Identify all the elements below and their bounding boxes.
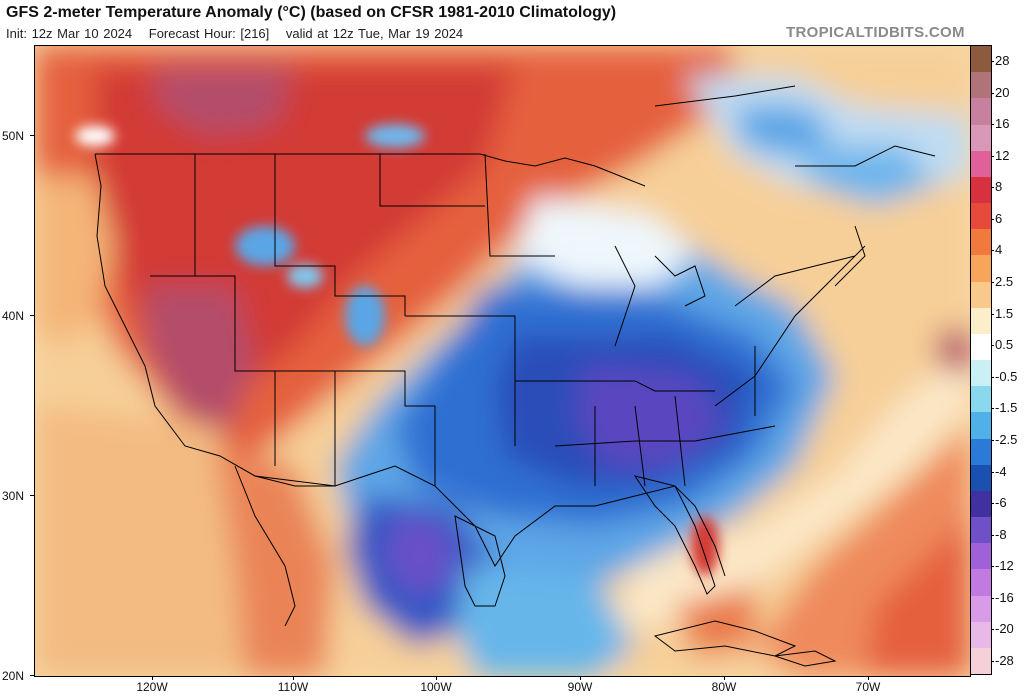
colorbar-tick	[991, 250, 994, 252]
colorbar-label: 6	[995, 210, 1003, 226]
colorbar-label: 1.5	[995, 305, 1014, 321]
colorbar-label: 12	[995, 147, 1010, 163]
colorbar-tick	[991, 408, 994, 410]
colorbar-segment	[971, 621, 991, 649]
forecast-hour: Forecast Hour: [216]	[148, 26, 270, 41]
lon-label-110w: 110W	[277, 680, 309, 694]
colorbar-label: -1.5	[995, 400, 1018, 416]
lon-label-90w: 90W	[567, 680, 593, 694]
colorbar-tick	[991, 345, 994, 347]
colorbar-tick	[991, 503, 994, 505]
lon-label-70w: 70W	[855, 680, 881, 694]
colorbar-segment	[971, 647, 991, 675]
colorbar-label: -20	[995, 621, 1014, 637]
colorbar-segment	[971, 46, 991, 73]
lat-label-40n: 40N	[2, 309, 25, 323]
coastlines	[234, 85, 936, 667]
colorbar-tick	[991, 92, 994, 94]
colorbar-segment	[971, 360, 991, 387]
colorbar-segment	[971, 386, 991, 413]
colorbar-segment	[971, 203, 991, 230]
colorbar-tick	[991, 597, 994, 599]
lat-tick	[30, 675, 34, 676]
colorbar-tick	[991, 61, 994, 62]
colorbar-label: -16	[995, 589, 1014, 605]
colorbar-label: 20	[995, 84, 1010, 100]
colorbar-label: 2.5	[995, 274, 1014, 290]
colorbar-tick	[991, 439, 994, 441]
colorbar-label: -8	[995, 526, 1007, 542]
anomaly-detail	[75, 124, 719, 576]
colorbar-segment	[971, 98, 991, 125]
colorbar-label: -2.5	[995, 431, 1018, 447]
colorbar-segment	[971, 72, 991, 99]
lat-label-30n: 30N	[2, 489, 25, 503]
lon-label-100w: 100W	[420, 680, 452, 694]
colorbar-segment	[971, 517, 991, 544]
anomaly-field	[35, 46, 970, 676]
colorbar-label: -12	[995, 558, 1014, 574]
lon-tick	[868, 676, 869, 680]
colorbar-label: -28	[995, 653, 1014, 668]
colorbar-label: 4	[995, 242, 1003, 258]
colorbar-segment	[971, 176, 991, 204]
lat-label-50n: 50N	[2, 129, 25, 143]
colorbar-tick	[991, 376, 994, 378]
colorbar-segment	[971, 595, 991, 623]
colorbar-segment	[971, 438, 991, 466]
colorbar-label: 16	[995, 116, 1010, 132]
lat-label-20n: 20N	[2, 669, 25, 683]
colorbar-tick	[991, 187, 994, 189]
colorbar-tick	[991, 629, 994, 631]
colorbar-tick	[991, 124, 994, 126]
lon-label-120w: 120W	[136, 680, 168, 694]
map-subtitle: Init: 12z Mar 10 2024 Forecast Hour: [21…	[6, 26, 475, 41]
init-time: Init: 12z Mar 10 2024	[6, 26, 133, 41]
colorbar-label: 28	[995, 53, 1010, 68]
lon-tick	[293, 676, 294, 680]
colorbar-segment	[971, 464, 991, 492]
lat-tick	[30, 315, 34, 316]
colorbar-segment	[971, 543, 991, 570]
colorbar-tick	[991, 282, 994, 284]
colorbar-segment	[971, 490, 991, 518]
colorbar-tick	[991, 566, 994, 568]
colorbar-segment	[971, 124, 991, 152]
lon-tick	[724, 676, 725, 680]
colorbar-segment	[971, 150, 991, 178]
colorbar-label: 0.5	[995, 337, 1014, 353]
colorbar-tick	[991, 218, 994, 220]
colorbar-tick	[991, 471, 994, 473]
colorbar-tick	[991, 661, 994, 662]
valid-time: valid at 12z Tue, Mar 19 2024	[285, 26, 464, 41]
lat-tick	[30, 135, 34, 136]
colorbar-segment	[971, 281, 991, 309]
colorbar-segment	[971, 412, 991, 439]
colorbar-segment	[971, 569, 991, 596]
colorbar-label: -0.5	[995, 368, 1018, 384]
lon-label-80w: 80W	[711, 680, 737, 694]
map-title: GFS 2-meter Temperature Anomaly (°C) (ba…	[6, 4, 617, 21]
colorbar	[970, 45, 992, 675]
anomaly-map	[35, 46, 970, 676]
lon-tick	[152, 676, 153, 680]
watermark: TROPICALTIDBITS.COM	[786, 24, 965, 41]
colorbar-tick	[991, 313, 994, 315]
colorbar-segment	[971, 255, 991, 282]
colorbar-label: -4	[995, 463, 1007, 479]
colorbar-segment	[971, 333, 991, 361]
colorbar-label: -6	[995, 495, 1007, 511]
colorbar-tick	[991, 155, 994, 157]
lon-tick	[580, 676, 581, 680]
lon-tick	[436, 676, 437, 680]
colorbar-tick	[991, 534, 994, 536]
political-boundaries	[94, 153, 866, 577]
colorbar-segment	[971, 307, 991, 335]
colorbar-label: 8	[995, 179, 1003, 195]
colorbar-segment	[971, 229, 991, 256]
map-panel	[34, 45, 971, 677]
lat-tick	[30, 495, 34, 496]
